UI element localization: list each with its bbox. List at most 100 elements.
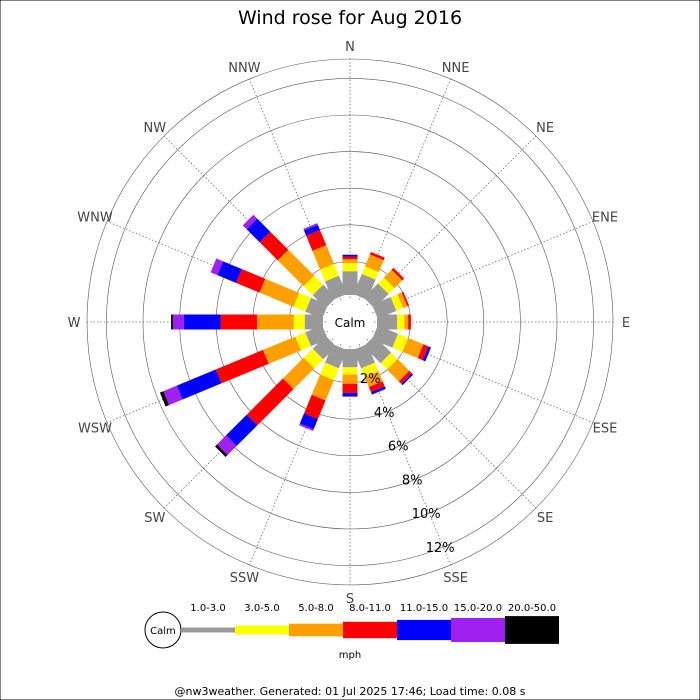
bar-w-8.0-11.0 (220, 314, 258, 330)
bar-ese-8.0-11.0 (417, 344, 429, 361)
bar-ssw-11.0-15.0 (299, 413, 318, 430)
direction-label-w: W (68, 316, 81, 331)
bar-ne-8.0-11.0 (391, 267, 405, 281)
bar-segment (391, 267, 405, 281)
bar-segment (377, 314, 398, 330)
outer-ring (86, 58, 614, 586)
bar-ene-8.0-11.0 (401, 291, 410, 307)
bar-segment (372, 297, 397, 319)
bar-segment (342, 259, 358, 263)
bar-e-5.0-8.0 (404, 314, 409, 330)
bar-segment (305, 325, 328, 347)
ring-label-3: 6% (388, 440, 409, 455)
legend-label-20.0-50.0: 20.0-50.0 (508, 603, 556, 614)
bar-sw-5.0-8.0 (282, 357, 315, 390)
bar-sse-3.0-5.0 (361, 362, 379, 377)
legend-swatch-20.0-50.0 (505, 616, 559, 644)
bar-ne-5.0-8.0 (383, 269, 403, 289)
grid-ring-5 (142, 114, 558, 530)
bar-segment (353, 344, 375, 369)
bar-s-3.0-5.0 (342, 367, 358, 375)
bar-segment (378, 277, 395, 294)
bar-segment (304, 394, 326, 420)
direction-labels: N NNE NE ENE E ESE SE SSE S SSW SW WSW W WNW NW NNW (68, 40, 631, 607)
bar-se-8.0-11.0 (398, 370, 412, 384)
grid-ring-6 (106, 78, 594, 566)
bar-wnw-3.0-5.0 (293, 292, 312, 312)
legend-label-1.0-3.0: 1.0-3.0 (190, 603, 225, 614)
bar-ese-11.0-15.0 (422, 346, 432, 362)
bar-segment (401, 373, 414, 386)
bar-segment (311, 374, 334, 401)
bar-w-20.0-50.0 (171, 314, 173, 330)
bar-segment (342, 392, 358, 397)
direction-label-ssw: SSW (230, 571, 260, 586)
bar-sw-11.0-15.0 (225, 414, 258, 447)
direction-label-nnw: NNW (228, 61, 260, 76)
bar-segment (257, 314, 294, 330)
bar-nne-8.0-11.0 (369, 251, 385, 261)
bar-segment (342, 262, 358, 272)
bar-e-8.0-11.0 (408, 314, 411, 330)
calm-circle (326, 298, 374, 346)
legend: Calm mph 1.0-3.0 3.0-5.0 5.0-8.0 8.0-11.0 11… (144, 603, 559, 661)
bar-sse-5.0-8.0 (364, 371, 383, 388)
bar-segment (325, 275, 347, 300)
bar-segment (216, 435, 237, 456)
bar-segment (368, 381, 385, 393)
bar-wsw-8.0-11.0 (215, 349, 269, 384)
legend-label-8.0-11.0: 8.0-11.0 (349, 603, 391, 614)
footer-text: @nw3weather. Generated: 01 Jul 2025 17:4… (175, 685, 526, 698)
ring-labels: 2% 4% 6% 8% 10% 12% (360, 372, 455, 556)
direction-label-ene: ENE (592, 210, 618, 225)
bar-segment (277, 249, 315, 287)
bar-segment (398, 370, 412, 384)
bar-segment (320, 263, 339, 282)
bar-s-5.0-8.0 (342, 374, 358, 384)
bar-segment (417, 344, 429, 361)
bar-segment (353, 273, 376, 300)
bar-segment (282, 357, 315, 390)
bar-segment (397, 314, 405, 330)
bar-ssw-3.0-5.0 (320, 362, 339, 381)
bar-w-1.0-3.0 (304, 314, 323, 330)
bar-sw-15.0-20.0 (216, 435, 237, 456)
bar-segment (383, 269, 403, 289)
bar-nw-3.0-5.0 (303, 275, 324, 296)
bar-n-3.0-5.0 (342, 262, 358, 272)
bar-segment (361, 362, 379, 377)
bar-segment (183, 314, 221, 330)
bar-segment (304, 224, 320, 236)
bar-nnw-3.0-5.0 (320, 263, 339, 282)
bar-segment (404, 314, 409, 330)
bar-sw-20.0-50.0 (214, 444, 228, 458)
ring-label-5: 10% (412, 507, 441, 522)
direction-label-nne: NNE (442, 61, 470, 76)
calm-layer: Calm (326, 298, 374, 346)
legend-calm-label: Calm (150, 626, 176, 637)
bar-ne-3.0-5.0 (378, 277, 395, 294)
bar-nnw-5.0-8.0 (312, 245, 334, 270)
legend-units-label: mph (339, 650, 361, 661)
bar-e-3.0-5.0 (397, 314, 405, 330)
bar-nw-11.0-15.0 (246, 218, 271, 243)
bar-n-1.0-3.0 (342, 271, 358, 295)
bar-segment (259, 278, 300, 307)
ring-label-6: 12% (426, 541, 455, 556)
bar-segment (397, 292, 408, 309)
bar-se-11.0-15.0 (401, 373, 414, 386)
bar-segment (263, 336, 301, 364)
bar-segment (408, 314, 411, 330)
bar-segment (246, 218, 271, 243)
bar-segment (422, 346, 432, 362)
bar-segment (364, 254, 384, 273)
bar-w-3.0-5.0 (293, 314, 305, 330)
direction-label-ne: NE (536, 121, 554, 136)
bar-nne-1.0-3.0 (353, 273, 376, 300)
bar-w-5.0-8.0 (257, 314, 294, 330)
bar-wsw-3.0-5.0 (295, 332, 312, 351)
ring-label-4: 8% (402, 473, 423, 488)
bar-e-1.0-3.0 (377, 314, 398, 330)
legend-swatch-15.0-20.0 (451, 618, 505, 642)
bar-segment (402, 338, 424, 359)
